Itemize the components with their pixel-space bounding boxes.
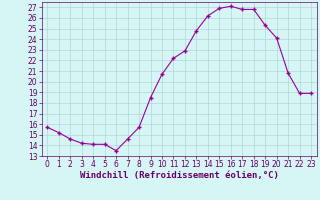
X-axis label: Windchill (Refroidissement éolien,°C): Windchill (Refroidissement éolien,°C) [80,171,279,180]
